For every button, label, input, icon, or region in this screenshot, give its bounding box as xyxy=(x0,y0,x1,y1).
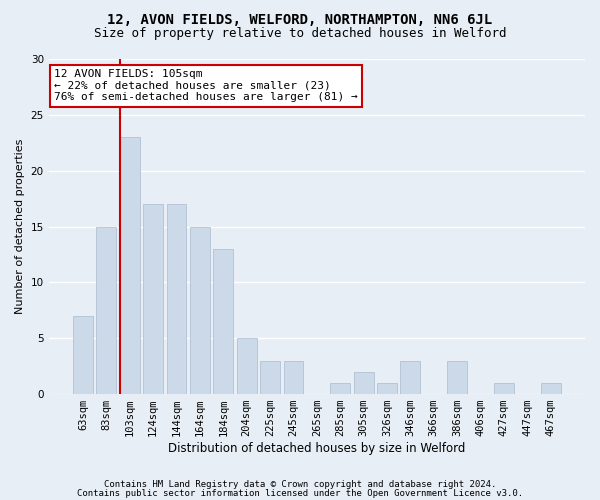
Text: Contains public sector information licensed under the Open Government Licence v3: Contains public sector information licen… xyxy=(77,489,523,498)
Bar xyxy=(260,360,280,394)
Bar xyxy=(400,360,421,394)
Bar xyxy=(494,383,514,394)
Bar xyxy=(377,383,397,394)
Bar xyxy=(284,360,304,394)
Bar xyxy=(447,360,467,394)
Bar xyxy=(353,372,374,394)
Bar xyxy=(214,249,233,394)
Bar xyxy=(190,226,210,394)
X-axis label: Distribution of detached houses by size in Welford: Distribution of detached houses by size … xyxy=(168,442,466,455)
Bar xyxy=(541,383,560,394)
Bar xyxy=(237,338,257,394)
Bar xyxy=(120,137,140,394)
Text: 12 AVON FIELDS: 105sqm
← 22% of detached houses are smaller (23)
76% of semi-det: 12 AVON FIELDS: 105sqm ← 22% of detached… xyxy=(54,69,358,102)
Y-axis label: Number of detached properties: Number of detached properties xyxy=(15,139,25,314)
Bar xyxy=(143,204,163,394)
Text: Size of property relative to detached houses in Welford: Size of property relative to detached ho… xyxy=(94,28,506,40)
Text: 12, AVON FIELDS, WELFORD, NORTHAMPTON, NN6 6JL: 12, AVON FIELDS, WELFORD, NORTHAMPTON, N… xyxy=(107,12,493,26)
Text: Contains HM Land Registry data © Crown copyright and database right 2024.: Contains HM Land Registry data © Crown c… xyxy=(104,480,496,489)
Bar xyxy=(73,316,93,394)
Bar xyxy=(97,226,116,394)
Bar xyxy=(330,383,350,394)
Bar xyxy=(167,204,187,394)
